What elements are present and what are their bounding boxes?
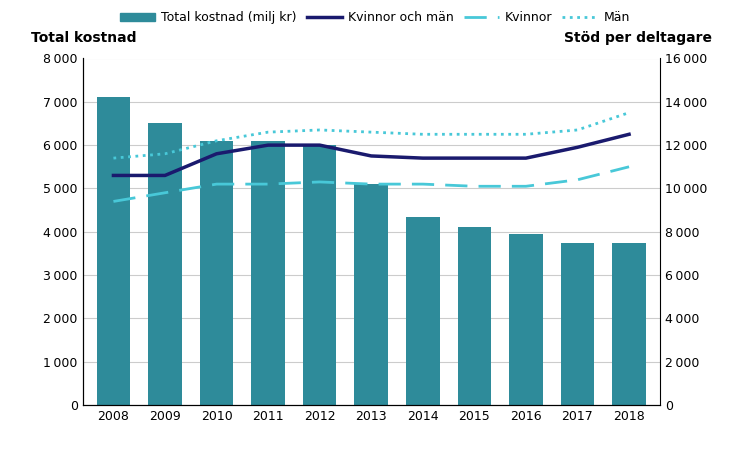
Kvinnor och män xyxy=(470,155,478,161)
Män xyxy=(573,127,582,133)
Kvinnor och män xyxy=(264,142,273,148)
Kvinnor och män xyxy=(315,142,324,148)
Kvinnor xyxy=(573,177,582,183)
Män xyxy=(625,110,634,115)
Kvinnor xyxy=(470,184,478,189)
Kvinnor xyxy=(160,190,170,195)
Kvinnor xyxy=(109,199,118,204)
Kvinnor och män xyxy=(212,151,221,157)
Line: Män: Män xyxy=(113,112,629,158)
Bar xyxy=(458,227,491,405)
Män xyxy=(521,131,530,137)
Legend: Total kostnad (milj kr), Kvinnor och män, Kvinnor, Män: Total kostnad (milj kr), Kvinnor och män… xyxy=(115,6,635,29)
Kvinnor xyxy=(419,181,428,187)
Kvinnor och män xyxy=(573,144,582,150)
Män xyxy=(315,127,324,133)
Text: Total kostnad: Total kostnad xyxy=(31,31,136,45)
Kvinnor och män xyxy=(419,155,428,161)
Bar xyxy=(612,243,646,405)
Kvinnor och män xyxy=(521,155,530,161)
Kvinnor och män xyxy=(160,173,170,178)
Bar xyxy=(561,243,594,405)
Kvinnor och män xyxy=(367,153,376,159)
Bar xyxy=(406,216,439,405)
Män xyxy=(160,151,170,157)
Bar xyxy=(355,184,388,405)
Män xyxy=(470,131,478,137)
Kvinnor xyxy=(367,181,376,187)
Bar xyxy=(200,141,233,405)
Män xyxy=(109,155,118,161)
Bar xyxy=(303,145,337,405)
Män xyxy=(419,131,428,137)
Bar xyxy=(97,98,130,405)
Line: Kvinnor och män: Kvinnor och män xyxy=(113,134,629,176)
Bar xyxy=(148,123,182,405)
Kvinnor xyxy=(521,184,530,189)
Kvinnor xyxy=(625,164,634,170)
Kvinnor xyxy=(264,181,273,187)
Män xyxy=(212,138,221,144)
Bar xyxy=(251,141,285,405)
Line: Kvinnor: Kvinnor xyxy=(113,167,629,202)
Kvinnor xyxy=(315,179,324,184)
Kvinnor och män xyxy=(625,131,634,137)
Kvinnor xyxy=(212,181,221,187)
Text: Stöd per deltagare: Stöd per deltagare xyxy=(564,31,712,45)
Kvinnor och män xyxy=(109,173,118,178)
Män xyxy=(264,130,273,135)
Män xyxy=(367,130,376,135)
Bar xyxy=(509,234,543,405)
